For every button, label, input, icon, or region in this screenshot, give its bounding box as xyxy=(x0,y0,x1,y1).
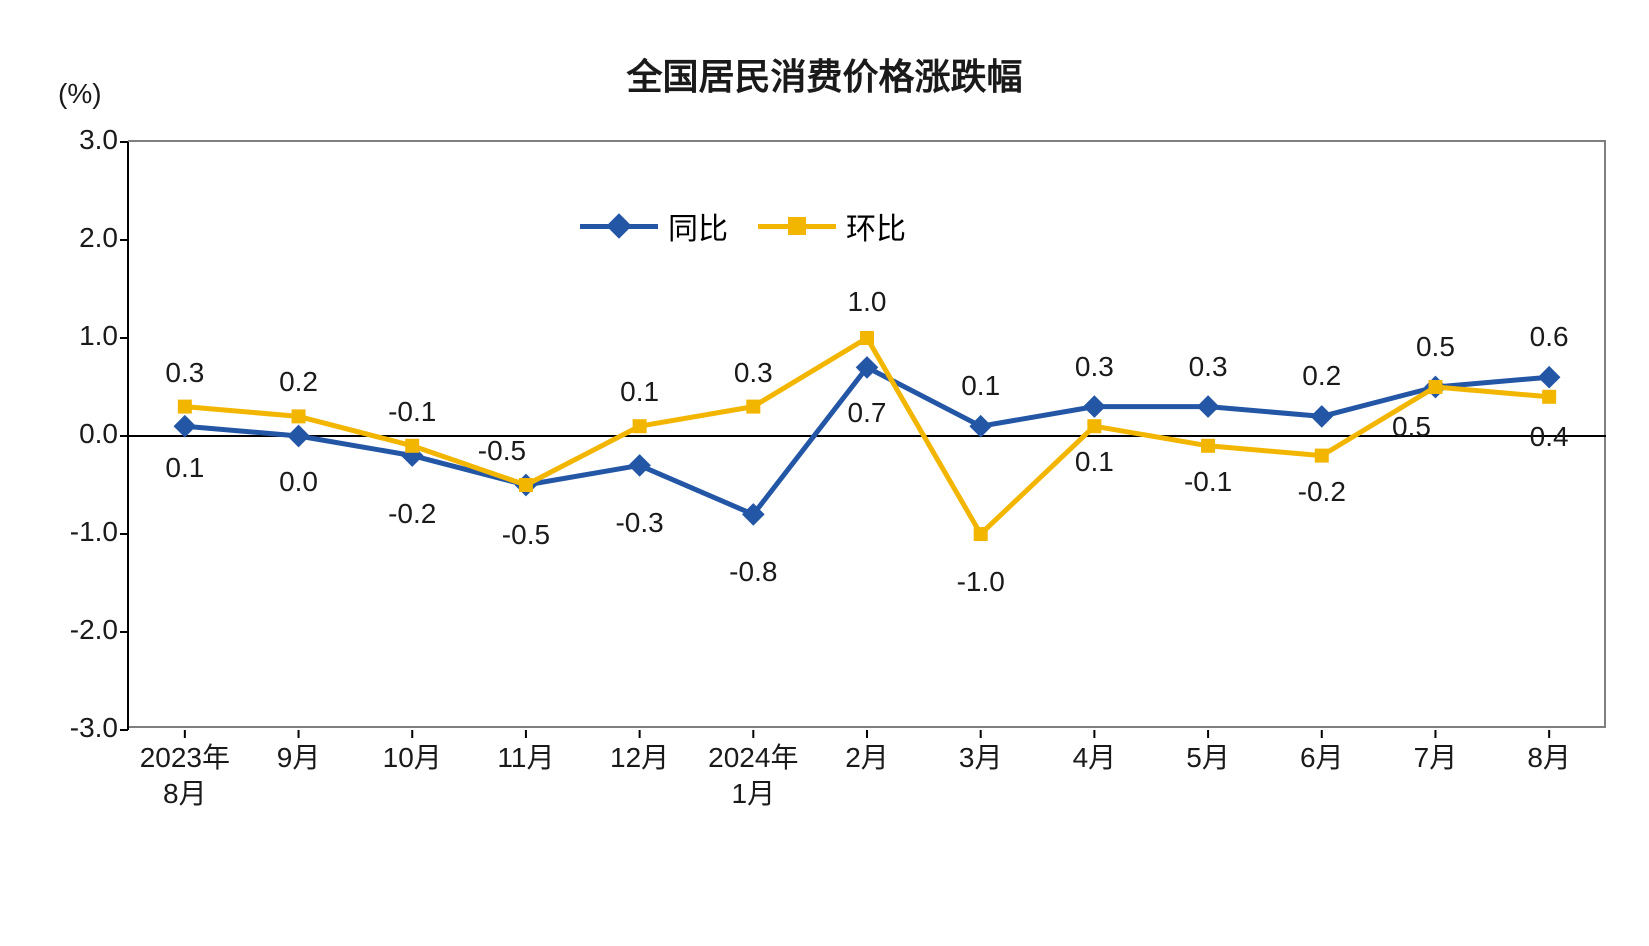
x-tick-label: 3月 xyxy=(959,740,1003,776)
x-tick-label: 11月 xyxy=(497,740,554,776)
data-label: 0.1 xyxy=(620,376,659,408)
x-tick-label: 8月 xyxy=(1527,740,1571,776)
data-label: 0.0 xyxy=(279,466,318,498)
data-label: 0.1 xyxy=(1075,446,1114,478)
series-marker xyxy=(519,478,533,492)
data-label: -0.1 xyxy=(388,396,436,428)
y-tick-label: 0.0 xyxy=(38,418,118,450)
series-marker xyxy=(178,400,192,414)
x-tick-label: 12月 xyxy=(610,740,669,776)
series-marker xyxy=(969,415,992,438)
series-marker xyxy=(174,415,197,438)
x-tick-label: 9月 xyxy=(277,740,321,776)
series-marker xyxy=(1542,390,1556,404)
series-marker xyxy=(1538,366,1561,389)
data-label: -0.2 xyxy=(388,498,436,530)
data-label: 0.1 xyxy=(165,452,204,484)
data-label: -0.5 xyxy=(502,519,550,551)
y-tick-label: 3.0 xyxy=(38,124,118,156)
data-label: -1.0 xyxy=(957,566,1005,598)
series-marker xyxy=(292,409,306,423)
chart-title: 全国居民消费价格涨跌幅 xyxy=(0,48,1649,100)
data-label: 0.3 xyxy=(734,357,773,389)
series-marker xyxy=(1087,419,1101,433)
y-axis-unit: (%) xyxy=(58,78,102,110)
series-marker xyxy=(1310,405,1333,428)
x-tick-label: 2024年 1月 xyxy=(708,740,798,813)
x-tick-label: 7月 xyxy=(1414,740,1458,776)
data-label: -0.1 xyxy=(1184,466,1232,498)
series-marker xyxy=(633,419,647,433)
legend-label: 环比 xyxy=(846,204,906,248)
data-label: 0.3 xyxy=(1189,351,1228,383)
x-tick-label: 4月 xyxy=(1073,740,1117,776)
y-tick-label: -2.0 xyxy=(38,614,118,646)
legend-item-同比: 同比 xyxy=(580,204,728,248)
series-marker xyxy=(860,331,874,345)
y-tick-label: -1.0 xyxy=(38,516,118,548)
series-marker xyxy=(1428,380,1442,394)
series-marker xyxy=(628,454,651,477)
diamond-icon xyxy=(606,213,631,238)
series-marker xyxy=(287,425,310,448)
square-icon xyxy=(788,217,806,235)
y-tick-label: 1.0 xyxy=(38,320,118,352)
data-label: 1.0 xyxy=(848,286,887,318)
data-label: 0.4 xyxy=(1530,421,1569,453)
legend-item-环比: 环比 xyxy=(758,204,906,248)
data-label: 0.7 xyxy=(848,397,887,429)
data-label: 0.6 xyxy=(1530,321,1569,353)
legend: 同比 环比 xyxy=(580,204,906,248)
series-marker xyxy=(746,400,760,414)
x-tick-label: 2月 xyxy=(845,740,889,776)
data-label: 0.2 xyxy=(279,366,318,398)
data-label: 0.5 xyxy=(1392,411,1431,443)
data-label: 0.5 xyxy=(1416,331,1455,363)
series-marker xyxy=(1197,395,1220,418)
x-tick-label: 10月 xyxy=(383,740,442,776)
data-label: -0.8 xyxy=(729,556,777,588)
x-tick-label: 5月 xyxy=(1186,740,1230,776)
data-label: -0.5 xyxy=(478,435,526,467)
x-tick-label: 6月 xyxy=(1300,740,1344,776)
data-label: -0.3 xyxy=(615,507,663,539)
legend-label: 同比 xyxy=(668,204,728,248)
data-label: -0.2 xyxy=(1298,476,1346,508)
data-label: 0.1 xyxy=(961,370,1000,402)
y-tick-label: -3.0 xyxy=(38,712,118,744)
x-tick-label: 2023年 8月 xyxy=(140,740,230,813)
series-marker xyxy=(1083,395,1106,418)
data-label: 0.3 xyxy=(165,357,204,389)
data-label: 0.3 xyxy=(1075,351,1114,383)
series-marker xyxy=(405,439,419,453)
y-tick-label: 2.0 xyxy=(38,222,118,254)
data-label: 0.2 xyxy=(1302,360,1341,392)
series-marker xyxy=(1201,439,1215,453)
series-marker xyxy=(1315,449,1329,463)
series-marker xyxy=(974,527,988,541)
